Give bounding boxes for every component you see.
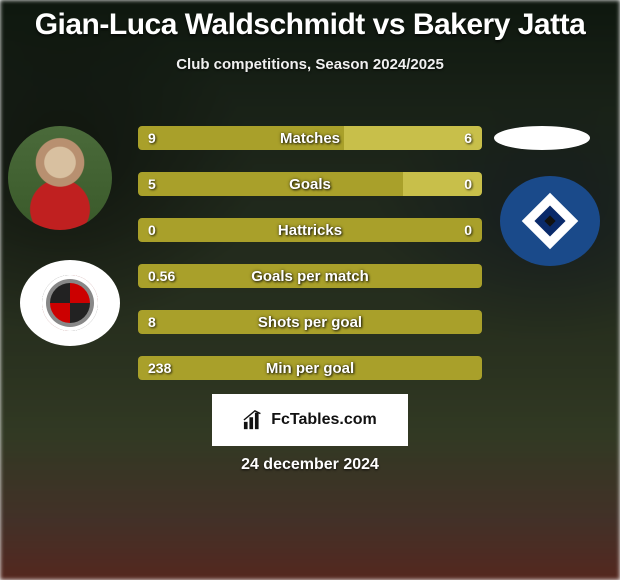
stat-label: Min per goal <box>138 356 482 380</box>
date-text: 24 december 2024 <box>0 456 620 474</box>
stat-value-left: 9 <box>148 126 156 150</box>
stat-value-right: 6 <box>464 126 472 150</box>
stat-value-left: 0.56 <box>148 264 175 288</box>
page-title: Gian-Luca Waldschmidt vs Bakery Jatta <box>0 0 620 42</box>
stat-value-left: 5 <box>148 172 156 196</box>
brand-text: FcTables.com <box>271 411 377 429</box>
stat-label: Shots per goal <box>138 310 482 334</box>
player-left-avatar <box>8 126 112 230</box>
stat-value-right: 0 <box>464 218 472 242</box>
bar-chart-icon <box>243 410 265 430</box>
stat-label: Matches <box>138 126 482 150</box>
stat-row: Goals per match0.56 <box>138 264 482 288</box>
player-right-avatar <box>494 126 590 150</box>
stat-row: Hattricks0 0 <box>138 218 482 242</box>
stat-label: Hattricks <box>138 218 482 242</box>
stats-table: Matches96Goals50Hattricks00Goals per mat… <box>138 126 482 402</box>
stat-row: Min per goal238 <box>138 356 482 380</box>
stat-row: Matches9 6 <box>138 126 482 150</box>
stat-row: Shots per goal8 <box>138 310 482 334</box>
stat-label: Goals per match <box>138 264 482 288</box>
brand-badge: FcTables.com <box>212 394 408 446</box>
stat-row: Goals5 0 <box>138 172 482 196</box>
stat-value-left: 238 <box>148 356 171 380</box>
club-left-badge <box>20 260 120 346</box>
stat-value-left: 8 <box>148 310 156 334</box>
stat-label: Goals <box>138 172 482 196</box>
club-right-badge <box>500 176 600 266</box>
subtitle: Club competitions, Season 2024/2025 <box>0 56 620 73</box>
stat-value-left: 0 <box>148 218 156 242</box>
stat-value-right: 0 <box>464 172 472 196</box>
